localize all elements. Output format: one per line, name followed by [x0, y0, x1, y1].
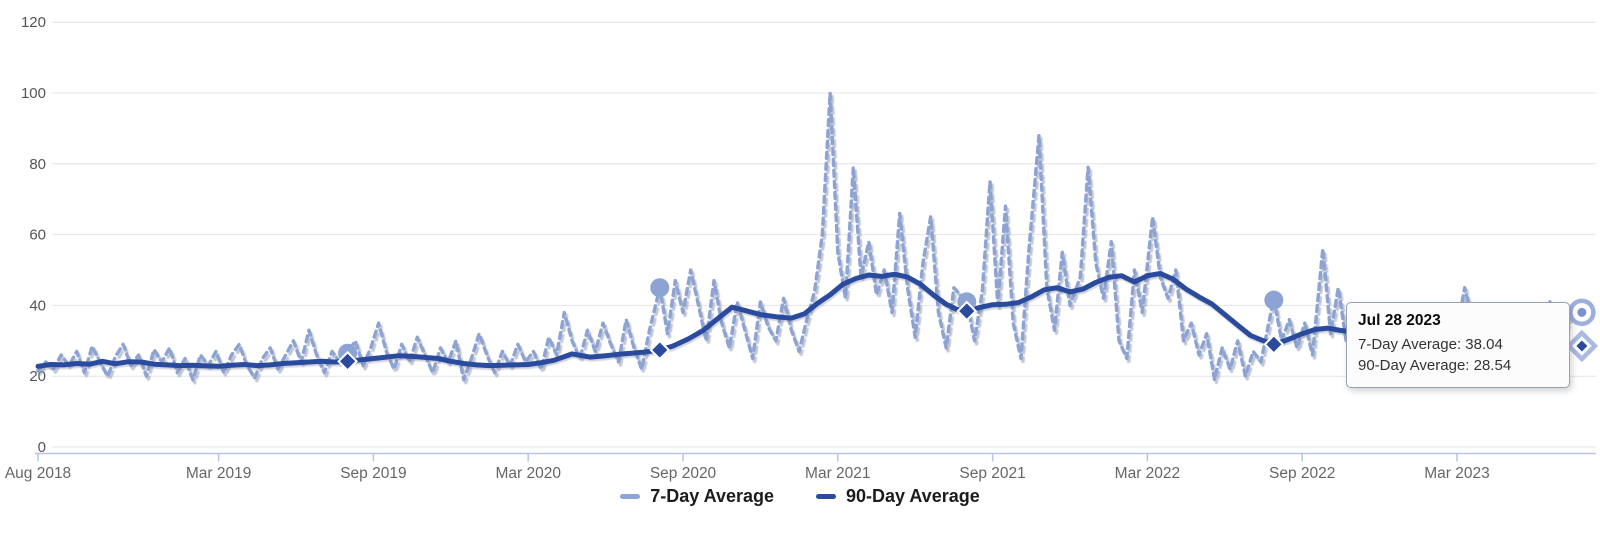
y-tick-label: 100 — [21, 85, 46, 102]
y-tick-label: 60 — [29, 227, 46, 244]
x-tick-label: Aug 2018 — [5, 465, 71, 482]
tooltip-90day-value: 90-Day Average: 28.54 — [1358, 357, 1512, 375]
legend-item-7day[interactable]: 7-Day Average — [620, 486, 774, 507]
legend-swatch-7day-icon — [620, 494, 641, 499]
y-tick-label: 0 — [38, 439, 46, 456]
x-tick-label: Sep 2020 — [650, 465, 717, 482]
x-tick-label: Mar 2021 — [805, 465, 870, 482]
legend-label-90day: 90-Day Average — [845, 486, 980, 506]
hover-dot-7day — [1577, 307, 1587, 317]
event-diamond-marker[interactable] — [1263, 333, 1285, 355]
y-tick-label: 120 — [21, 14, 46, 31]
x-tick-label: Sep 2021 — [959, 465, 1025, 482]
series-line-90day[interactable] — [35, 271, 1585, 369]
event-diamond-marker[interactable] — [337, 350, 359, 372]
chart-canvas[interactable]: 0 20 40 60 80 100 120 Aug 2018 Mar 2019 Sep 2019 M… — [0, 0, 1600, 486]
x-tick-label: Mar 2019 — [186, 465, 251, 482]
legend-label-7day: 7-Day Average — [650, 486, 774, 506]
legend: 7-Day Average 90-Day Average — [0, 486, 1600, 507]
x-tick-label: Sep 2022 — [1269, 465, 1335, 482]
event-diamond-marker[interactable] — [956, 300, 978, 322]
y-tick-label: 40 — [29, 297, 46, 314]
tooltip: Jul 28 2023 7-Day Average: 38.04 90-Day … — [1346, 302, 1570, 388]
event-diamond-marker[interactable] — [649, 339, 671, 361]
event-circle-marker[interactable] — [650, 278, 670, 298]
x-tick-label: Mar 2020 — [495, 465, 561, 482]
y-tick-label: 20 — [29, 368, 46, 385]
tooltip-7day-value: 7-Day Average: 38.04 — [1358, 336, 1503, 353]
x-tick-label: Mar 2023 — [1424, 465, 1489, 482]
y-tick-label: 80 — [29, 156, 46, 173]
series-line-7day[interactable] — [36, 91, 1584, 382]
tooltip-date: Jul 28 2023 — [1358, 312, 1441, 329]
x-tick-label: Mar 2022 — [1115, 465, 1180, 482]
hover-diamond-dot-90day — [1576, 340, 1588, 352]
legend-swatch-90day-icon — [815, 494, 836, 499]
legend-item-90day[interactable]: 90-Day Average — [815, 486, 980, 507]
x-tick-label: Sep 2019 — [340, 465, 406, 482]
event-circle-marker[interactable] — [1264, 290, 1284, 310]
